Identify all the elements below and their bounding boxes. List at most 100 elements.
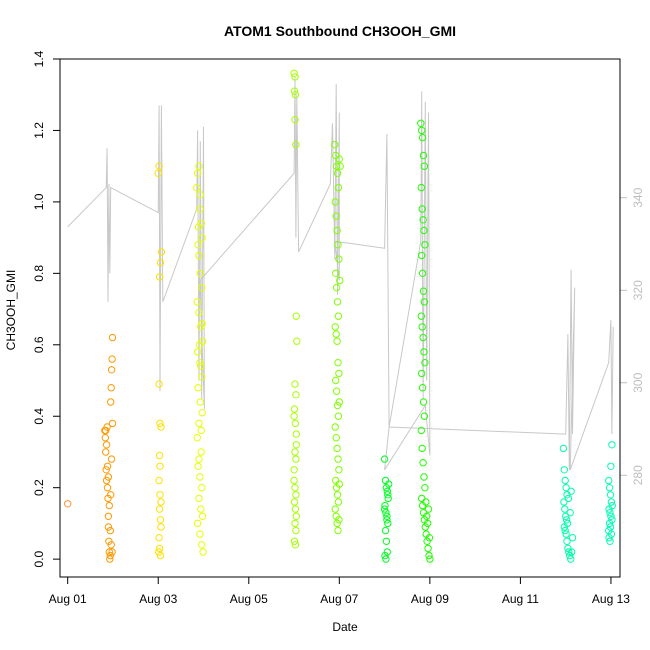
data-point (106, 551, 115, 560)
data-point (336, 276, 344, 285)
data-point (108, 548, 116, 556)
data-point (418, 269, 427, 277)
data-point (333, 169, 342, 178)
data-point (563, 537, 571, 545)
data-point (420, 298, 429, 306)
data-point (384, 519, 392, 528)
data-point (423, 512, 431, 520)
data-point (198, 233, 206, 242)
data-point (332, 283, 341, 292)
data-point (335, 480, 343, 488)
right-axis-tick-label: 300 (631, 372, 645, 392)
data-point (291, 519, 299, 528)
secondary-series-line (67, 76, 614, 471)
data-point (331, 198, 339, 206)
data-point (104, 523, 113, 531)
data-point (291, 505, 300, 513)
data-point (383, 516, 391, 524)
data-point (194, 384, 202, 392)
data-point (568, 534, 577, 542)
y-axis-title: CH3OOH_GMI (4, 270, 18, 351)
data-point (419, 459, 427, 467)
data-point (193, 169, 202, 178)
data-point (335, 466, 343, 474)
plot-frame (59, 58, 621, 578)
data-point (424, 505, 433, 513)
data-point (291, 419, 300, 428)
data-point (334, 412, 343, 420)
data-point (331, 141, 339, 149)
data-point (155, 544, 164, 553)
data-point (291, 380, 299, 388)
data-point (334, 241, 342, 249)
data-point (607, 512, 615, 520)
data-point (155, 505, 164, 513)
data-point (333, 401, 342, 410)
data-point (605, 484, 614, 492)
data-point (290, 466, 298, 474)
y-tick-label: 1.0 (32, 193, 46, 210)
data-point (606, 491, 615, 499)
data-point (334, 498, 343, 506)
data-point (193, 298, 201, 306)
data-point (290, 498, 299, 506)
y-tick-label: 0.4 (32, 408, 46, 425)
data-point (197, 505, 205, 513)
data-point (102, 466, 110, 474)
data-point (565, 548, 573, 556)
data-point (155, 273, 164, 281)
data-point (421, 359, 429, 367)
data-point (383, 487, 391, 495)
data-point (108, 333, 117, 342)
data-point (417, 312, 425, 320)
data-point (606, 509, 614, 517)
data-point (606, 537, 614, 545)
data-point (193, 434, 201, 442)
data-point (418, 384, 427, 392)
data-point (382, 484, 391, 492)
y-tick-label: 0.2 (32, 479, 46, 496)
data-point (193, 348, 202, 356)
series-group (605, 441, 616, 545)
data-point (198, 409, 206, 417)
data-point (559, 444, 568, 453)
data-point (608, 516, 616, 524)
data-point (292, 441, 300, 449)
data-point (333, 519, 341, 528)
data-point (293, 337, 301, 345)
y-tick-label: 0.6 (32, 336, 46, 353)
data-point (560, 466, 568, 474)
data-point (606, 523, 615, 531)
data-point (157, 248, 166, 256)
data-point (194, 241, 202, 249)
data-point (383, 548, 391, 556)
data-point (290, 537, 299, 545)
data-point (292, 141, 300, 149)
data-point (334, 526, 342, 535)
data-point (335, 255, 343, 263)
data-point (419, 333, 427, 342)
data-point (332, 212, 340, 220)
data-point (608, 441, 616, 449)
data-point (157, 523, 165, 531)
data-point (566, 551, 574, 560)
data-point (194, 223, 203, 231)
data-point (196, 269, 205, 277)
data-point (333, 337, 341, 345)
data-point (196, 398, 205, 406)
data-point (417, 426, 425, 435)
data-point (420, 226, 428, 235)
right-axis-tick-label: 280 (631, 465, 645, 485)
data-point (334, 455, 342, 463)
data-point (107, 455, 116, 463)
data-point (198, 319, 206, 328)
data-point (196, 530, 204, 538)
x-tick-label: Aug 11 (502, 592, 539, 606)
series-group (559, 444, 577, 563)
data-point (155, 534, 163, 542)
data-point (331, 505, 339, 513)
data-point (198, 373, 206, 381)
data-point (385, 480, 393, 488)
data-point (381, 526, 390, 535)
series-group (154, 162, 166, 560)
